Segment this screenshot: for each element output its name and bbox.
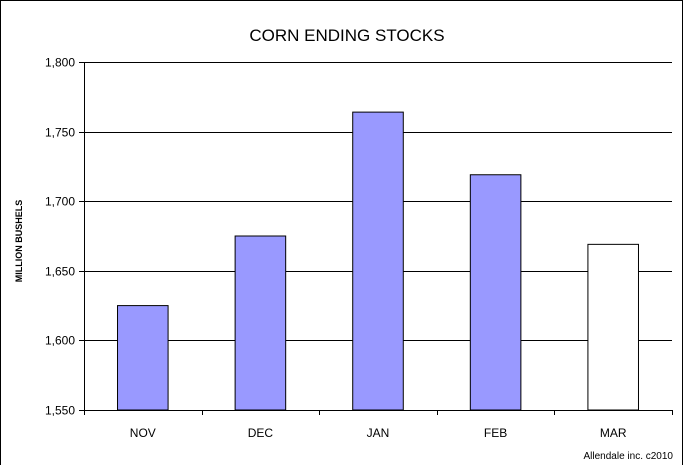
axes <box>79 62 673 415</box>
credit-text: Allendale inc. c2010 <box>583 451 673 462</box>
y-tick-labels: 1,550 1,600 1,650 1,700 1,750 1,800 <box>45 56 75 418</box>
y-axis-label: MILLION BUSHELS <box>14 200 24 283</box>
x-tick-label-mar: MAR <box>600 426 627 440</box>
bars <box>117 111 639 411</box>
bar-dec <box>234 235 287 411</box>
y-tick-label-5: 1,800 <box>45 56 75 70</box>
y-tick-label-4: 1,750 <box>45 126 75 140</box>
x-tick-label-nov: NOV <box>130 426 156 440</box>
y-tick-label-3: 1,700 <box>45 195 75 209</box>
y-tick-label-2: 1,650 <box>45 265 75 279</box>
bar-feb <box>469 174 522 411</box>
bar-nov <box>117 305 169 411</box>
y-tick-label-1: 1,600 <box>45 334 75 348</box>
x-tick-label-feb: FEB <box>484 426 507 440</box>
chart-title: CORN ENDING STOCKS <box>249 26 444 45</box>
bar-jan <box>352 111 404 411</box>
x-tick-label-jan: JAN <box>367 426 390 440</box>
bar-mar <box>587 243 639 411</box>
y-tick-label-0: 1,550 <box>45 404 75 418</box>
x-tick-labels: NOV DEC JAN FEB MAR <box>130 426 627 440</box>
x-tick-label-dec: DEC <box>248 426 274 440</box>
